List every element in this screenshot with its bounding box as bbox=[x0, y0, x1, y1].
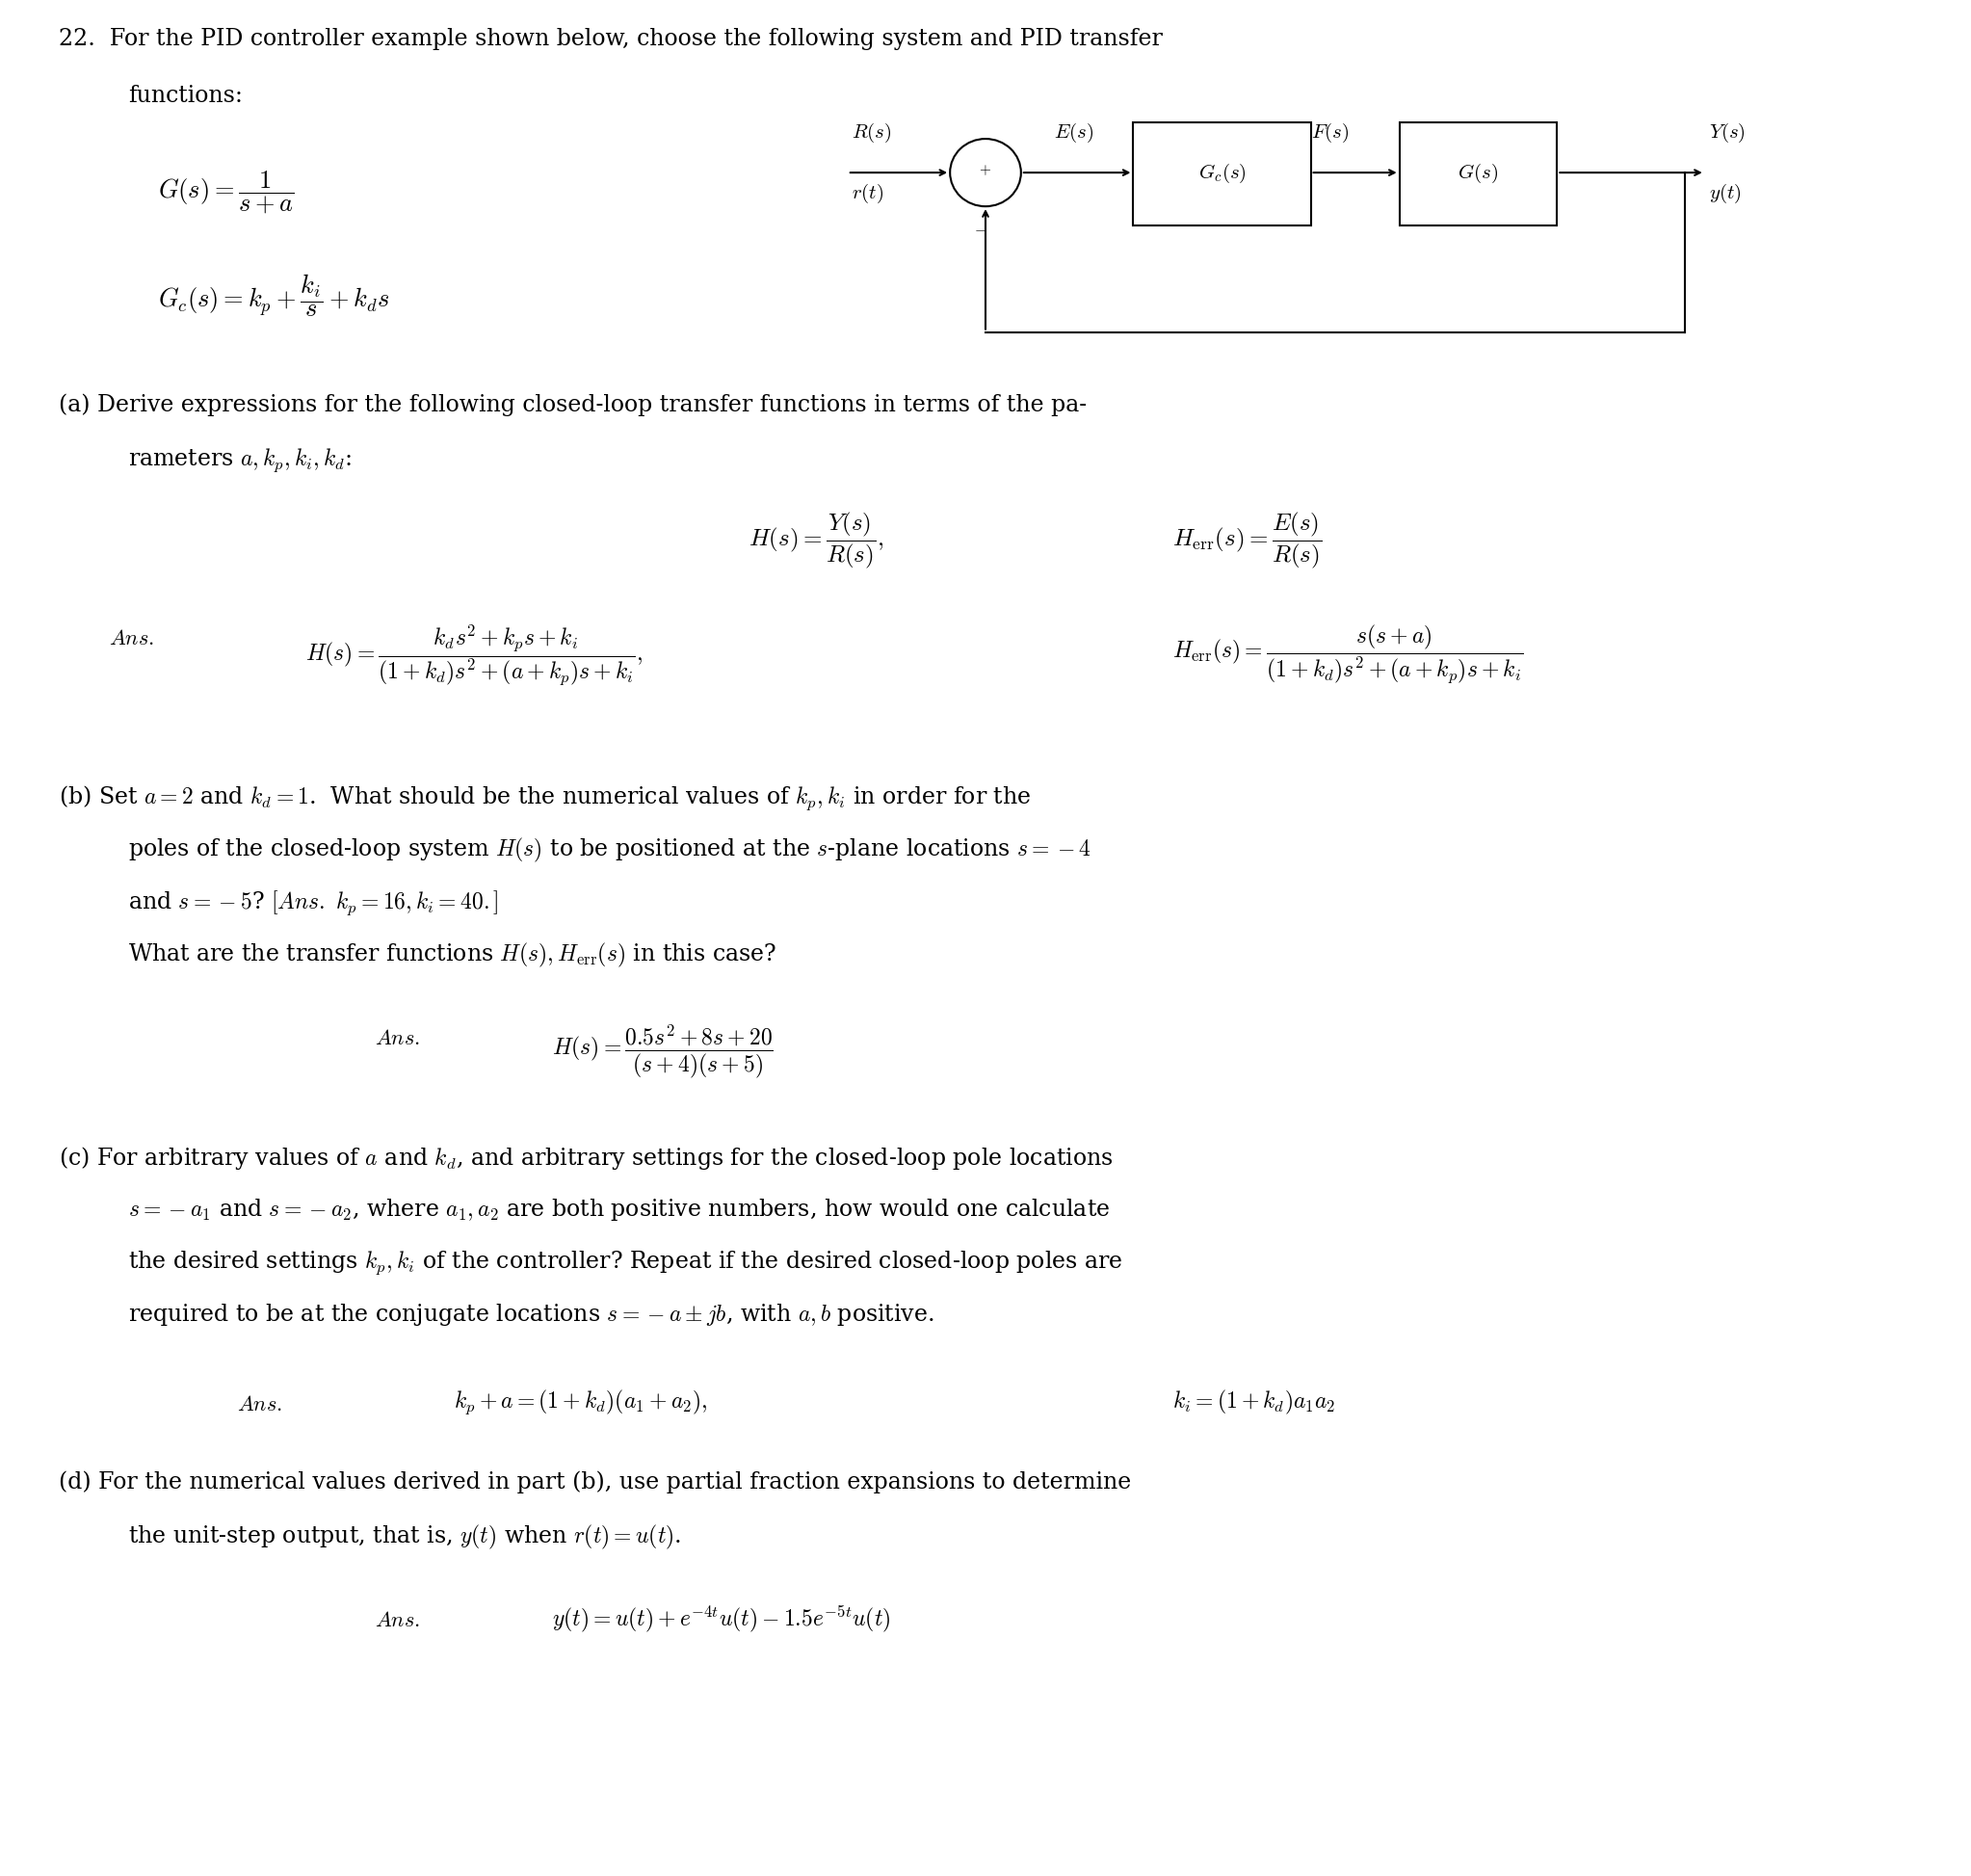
Text: What are the transfer functions $H(s), H_{\mathrm{err}}(s)$ in this case?: What are the transfer functions $H(s), H… bbox=[128, 942, 777, 970]
Text: $Ans.$: $Ans.$ bbox=[374, 1610, 420, 1630]
Text: $y(t)$: $y(t)$ bbox=[1709, 182, 1742, 204]
Text: poles of the closed-loop system $H(s)$ to be positioned at the $s$-plane locatio: poles of the closed-loop system $H(s)$ t… bbox=[128, 837, 1092, 865]
Text: $R(s)$: $R(s)$ bbox=[851, 122, 891, 144]
Text: (c) For arbitrary values of $a$ and $k_d$, and arbitrary settings for the closed: (c) For arbitrary values of $a$ and $k_d… bbox=[59, 1144, 1114, 1171]
Text: $k_p + a = (1+k_d)(a_1 + a_2),$: $k_p + a = (1+k_d)(a_1 + a_2),$ bbox=[453, 1388, 708, 1416]
Text: the desired settings $k_p, k_i$ of the controller? Repeat if the desired closed-: the desired settings $k_p, k_i$ of the c… bbox=[128, 1249, 1123, 1278]
Text: $Ans.$: $Ans.$ bbox=[108, 628, 154, 649]
Text: $H_{\mathrm{err}}(s)= \dfrac{E(s)}{R(s)}$: $H_{\mathrm{err}}(s)= \dfrac{E(s)}{R(s)}… bbox=[1173, 510, 1323, 570]
Text: $H_{\mathrm{err}}(s)= \dfrac{s(s+a)}{(1+k_d)s^2 + (a+k_p)s + k_i}$: $H_{\mathrm{err}}(s)= \dfrac{s(s+a)}{(1+… bbox=[1173, 623, 1524, 685]
Text: rameters $a, k_p, k_i, k_d$:: rameters $a, k_p, k_i, k_d$: bbox=[128, 446, 353, 475]
FancyBboxPatch shape bbox=[1133, 122, 1311, 225]
Text: $G_c(s)$: $G_c(s)$ bbox=[1198, 161, 1246, 186]
Text: $E(s)$: $E(s)$ bbox=[1054, 122, 1094, 144]
Text: $k_i = (1+k_d)a_1 a_2$: $k_i = (1+k_d)a_1 a_2$ bbox=[1173, 1388, 1336, 1416]
Text: functions:: functions: bbox=[128, 84, 242, 107]
Text: $Ans.$: $Ans.$ bbox=[374, 1028, 420, 1049]
Text: (d) For the numerical values derived in part (b), use partial fraction expansion: (d) For the numerical values derived in … bbox=[59, 1471, 1131, 1493]
Text: $H(s)= \dfrac{0.5s^2 + 8s + 20}{(s+4)(s+5)}$: $H(s)= \dfrac{0.5s^2 + 8s + 20}{(s+4)(s+… bbox=[552, 1022, 773, 1081]
Text: $G(s)$: $G(s)$ bbox=[1459, 161, 1498, 186]
Text: $G(s) = \dfrac{1}{s+a}$: $G(s) = \dfrac{1}{s+a}$ bbox=[158, 169, 294, 216]
Text: $H(s)= \dfrac{Y(s)}{R(s)},$: $H(s)= \dfrac{Y(s)}{R(s)},$ bbox=[749, 510, 885, 570]
Text: (b) Set $a = 2$ and $k_d = 1$.  What should be the numerical values of $k_p, k_i: (b) Set $a = 2$ and $k_d = 1$. What shou… bbox=[59, 784, 1031, 812]
FancyBboxPatch shape bbox=[1399, 122, 1557, 225]
Text: $+$: $+$ bbox=[980, 163, 991, 178]
Text: the unit-step output, that is, $y(t)$ when $r(t) = u(t)$.: the unit-step output, that is, $y(t)$ wh… bbox=[128, 1523, 682, 1551]
Text: (a) Derive expressions for the following closed-loop transfer functions in terms: (a) Derive expressions for the following… bbox=[59, 394, 1088, 416]
Text: $G_c(s) = k_p + \dfrac{k_i}{s} + k_d s$: $G_c(s) = k_p + \dfrac{k_i}{s} + k_d s$ bbox=[158, 272, 388, 319]
Text: $-$: $-$ bbox=[974, 221, 986, 236]
Text: 22.  For the PID controller example shown below, choose the following system and: 22. For the PID controller example shown… bbox=[59, 28, 1163, 51]
Text: $Y(s)$: $Y(s)$ bbox=[1709, 122, 1746, 144]
Text: $r(t)$: $r(t)$ bbox=[851, 182, 883, 204]
Text: required to be at the conjugate locations $s = -a \pm jb$, with $a, b$ positive.: required to be at the conjugate location… bbox=[128, 1302, 934, 1328]
Text: $Ans.$: $Ans.$ bbox=[237, 1394, 282, 1415]
Text: $F(s)$: $F(s)$ bbox=[1311, 122, 1350, 144]
Text: $H(s)= \dfrac{k_d s^2 + k_p s + k_i}{(1+k_d)s^2 + (a+k_p)s + k_i},$: $H(s)= \dfrac{k_d s^2 + k_p s + k_i}{(1+… bbox=[306, 623, 643, 688]
Text: and $s = -5$? $[Ans.\ k_p = 16, k_i = 40.]$: and $s = -5$? $[Ans.\ k_p = 16, k_i = 40… bbox=[128, 889, 499, 917]
Text: $y(t) = u(t) + e^{-4t}u(t) - 1.5e^{-5t}u(t)$: $y(t) = u(t) + e^{-4t}u(t) - 1.5e^{-5t}u… bbox=[552, 1604, 891, 1634]
Text: $s = -a_1$ and $s = -a_2$, where $a_1, a_2$ are both positive numbers, how would: $s = -a_1$ and $s = -a_2$, where $a_1, a… bbox=[128, 1197, 1110, 1223]
